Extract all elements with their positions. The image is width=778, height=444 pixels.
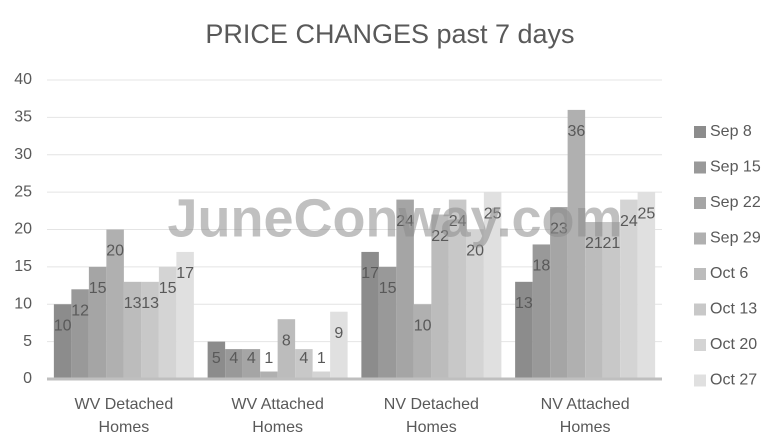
legend-swatch bbox=[694, 303, 706, 316]
bar bbox=[620, 199, 638, 379]
bar bbox=[585, 222, 603, 379]
bar bbox=[637, 192, 656, 379]
data-label: 1 bbox=[264, 350, 273, 367]
data-label: 13 bbox=[141, 295, 159, 312]
bar bbox=[483, 192, 502, 379]
data-label: 15 bbox=[89, 280, 107, 297]
legend-swatch bbox=[694, 232, 706, 245]
legend-swatch bbox=[694, 339, 706, 351]
bar bbox=[71, 289, 89, 379]
y-tick-label: 5 bbox=[23, 333, 32, 350]
bar bbox=[361, 251, 379, 379]
bar bbox=[53, 304, 72, 379]
data-label: 24 bbox=[449, 213, 467, 230]
data-label: 10 bbox=[414, 317, 432, 334]
data-label: 20 bbox=[106, 243, 124, 260]
data-label: 24 bbox=[620, 213, 638, 230]
bars bbox=[53, 109, 656, 380]
data-label: 4 bbox=[247, 350, 256, 367]
y-tick-label: 20 bbox=[14, 221, 32, 238]
data-label: 10 bbox=[54, 317, 72, 334]
legend-label: Oct 13 bbox=[710, 301, 757, 318]
data-label: 12 bbox=[71, 303, 89, 320]
bar bbox=[260, 371, 278, 379]
bar bbox=[567, 109, 586, 380]
data-label: 4 bbox=[299, 350, 308, 367]
bar bbox=[396, 199, 414, 379]
data-label: 13 bbox=[515, 295, 533, 312]
bar bbox=[330, 311, 348, 379]
y-tick-label: 0 bbox=[23, 370, 32, 387]
x-tick-label: WV Detached Homes bbox=[74, 396, 174, 436]
x-tick-label: NV Attached Homes bbox=[540, 396, 630, 436]
data-label: 24 bbox=[396, 213, 414, 230]
bar bbox=[277, 319, 296, 379]
bar bbox=[431, 214, 449, 379]
bar bbox=[88, 266, 107, 379]
data-label: 8 bbox=[282, 332, 291, 349]
data-label: 13 bbox=[124, 295, 142, 312]
data-label: 4 bbox=[229, 350, 238, 367]
x-tick-label: NV Detached Homes bbox=[383, 396, 479, 436]
bar bbox=[602, 222, 621, 379]
bar bbox=[448, 199, 467, 379]
legend-label: Sep 8 bbox=[710, 123, 752, 140]
data-label: 23 bbox=[550, 220, 568, 237]
bar bbox=[242, 349, 261, 379]
bar bbox=[225, 349, 243, 379]
data-label: 9 bbox=[334, 325, 343, 342]
data-label: 21 bbox=[602, 235, 620, 252]
legend-swatch bbox=[694, 268, 706, 280]
data-label: 18 bbox=[532, 258, 550, 275]
legend-label: Oct 6 bbox=[710, 265, 748, 282]
x-tick-label: WV Attached Homes bbox=[231, 396, 324, 436]
legend-swatch bbox=[694, 126, 706, 138]
data-label: 1 bbox=[317, 350, 326, 367]
bar bbox=[532, 244, 551, 379]
data-label: 21 bbox=[585, 235, 603, 252]
bar bbox=[515, 281, 533, 379]
legend-label: Oct 20 bbox=[710, 336, 757, 353]
bar bbox=[141, 281, 159, 379]
data-label: 20 bbox=[466, 243, 484, 260]
data-label: 25 bbox=[484, 205, 502, 222]
y-tick-label: 30 bbox=[14, 146, 32, 163]
watermark: JuneConway.com bbox=[167, 188, 622, 248]
bar bbox=[176, 251, 194, 379]
legend-swatch bbox=[694, 161, 706, 174]
bar bbox=[123, 281, 142, 379]
data-label: 17 bbox=[361, 265, 379, 282]
bar bbox=[312, 371, 331, 379]
y-tick-label: 25 bbox=[14, 183, 32, 200]
data-label: 36 bbox=[567, 123, 585, 140]
bar bbox=[413, 304, 432, 379]
legend-swatch bbox=[694, 197, 706, 209]
data-label: 5 bbox=[212, 350, 221, 367]
legend-label: Sep 15 bbox=[710, 159, 761, 176]
data-label: 25 bbox=[637, 205, 655, 222]
data-label: 17 bbox=[176, 265, 194, 282]
y-tick-label: 15 bbox=[14, 258, 32, 275]
bar bbox=[207, 341, 226, 379]
bar bbox=[106, 229, 124, 379]
y-tick-label: 10 bbox=[14, 295, 32, 312]
bar bbox=[295, 349, 313, 379]
data-label: 15 bbox=[379, 280, 397, 297]
legend-swatch bbox=[694, 374, 706, 387]
chart-title: PRICE CHANGES past 7 days bbox=[205, 19, 574, 49]
data-label: 15 bbox=[159, 280, 177, 297]
legend-label: Sep 29 bbox=[710, 230, 761, 247]
y-tick-label: 40 bbox=[14, 71, 32, 88]
legend-label: Oct 27 bbox=[710, 372, 757, 389]
y-tick-label: 35 bbox=[14, 109, 32, 126]
bar bbox=[158, 266, 177, 379]
bar bbox=[550, 207, 568, 379]
bar bbox=[466, 229, 484, 379]
bar bbox=[378, 266, 397, 379]
legend-label: Sep 22 bbox=[710, 194, 761, 211]
data-label: 22 bbox=[431, 228, 449, 245]
